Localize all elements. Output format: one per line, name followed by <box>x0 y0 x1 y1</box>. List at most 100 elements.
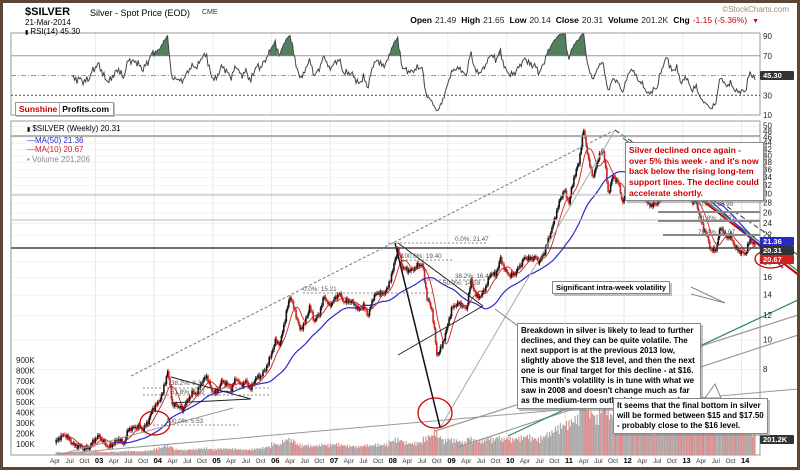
svg-text:201.2K: 201.2K <box>763 435 788 444</box>
quote-label: High <box>461 15 481 25</box>
svg-text:Jul: Jul <box>712 458 721 465</box>
quote-label: Open <box>410 15 432 25</box>
quote-value: 21.65 <box>483 15 505 25</box>
svg-text:Oct: Oct <box>197 458 207 465</box>
svg-text:70: 70 <box>763 52 772 61</box>
svg-text:Jul: Jul <box>594 458 603 465</box>
svg-text:500K: 500K <box>16 398 35 407</box>
logo-right: Profits.com <box>62 104 110 114</box>
svg-text:14: 14 <box>741 456 750 465</box>
legend-title-line: ▮ $SILVER (Weekly) 20.31 <box>27 124 121 136</box>
svg-text:11: 11 <box>565 456 573 465</box>
svg-text:50.0%: 14.59: 50.0%: 14.59 <box>443 280 481 287</box>
svg-text:Oct: Oct <box>549 458 559 465</box>
quote-label: Volume <box>608 15 639 25</box>
svg-text:38.2%: 8.31: 38.2%: 8.31 <box>171 380 205 387</box>
rsi-pane: 9070503010 <box>10 32 772 120</box>
svg-text:06: 06 <box>271 456 279 465</box>
svg-text:100K: 100K <box>16 440 35 449</box>
quote-value: 201.2K <box>641 15 669 25</box>
quote-line: Open 21.49 High 21.65 Low 20.14 Close 20.31 Volu… <box>410 15 759 25</box>
svg-text:Oct: Oct <box>608 458 618 465</box>
svg-text:44: 44 <box>763 139 772 148</box>
svg-text:36: 36 <box>763 165 772 174</box>
svg-text:Apr: Apr <box>109 458 120 465</box>
svg-text:Jul: Jul <box>242 458 251 465</box>
svg-text:Apr: Apr <box>167 458 178 465</box>
annotation-volatility-box: Significant intra-week volatility <box>552 281 671 295</box>
svg-text:12: 12 <box>624 456 632 465</box>
svg-text:Jul: Jul <box>477 458 486 465</box>
svg-text:50: 50 <box>763 122 772 131</box>
svg-text:42: 42 <box>763 145 772 154</box>
copyright-label: ©StockCharts.com <box>722 5 789 14</box>
legend-ma10: MA(10) 20.67 <box>35 145 84 154</box>
svg-text:Oct: Oct <box>491 458 501 465</box>
candlestick-icon: ▮ <box>27 127 31 133</box>
svg-text:Jul: Jul <box>535 458 544 465</box>
exchange-label: CME <box>202 9 218 16</box>
indicator-icon: ▮ <box>25 30 29 36</box>
svg-text:38.2%: 16.45: 38.2%: 16.45 <box>455 273 493 280</box>
ma10-swatch-icon: — <box>27 145 35 154</box>
legend-volume: Volume 201,206 <box>32 154 90 164</box>
svg-text:48: 48 <box>763 127 772 136</box>
svg-text:03: 03 <box>95 456 103 465</box>
svg-text:700K: 700K <box>16 377 35 386</box>
svg-text:07: 07 <box>330 456 338 465</box>
change-down-icon: ▼ <box>752 18 759 25</box>
svg-text:10: 10 <box>763 111 772 120</box>
svg-text:Jul: Jul <box>301 458 310 465</box>
svg-text:32: 32 <box>763 181 772 190</box>
svg-text:34: 34 <box>763 173 772 182</box>
svg-text:Apr: Apr <box>402 458 413 465</box>
svg-text:Jul: Jul <box>66 458 75 465</box>
quote-label: Chg <box>673 15 690 25</box>
svg-text:0.0%: 15.21: 0.0%: 15.21 <box>303 286 337 293</box>
svg-text:38: 38 <box>763 158 772 167</box>
svg-text:90: 90 <box>763 32 772 41</box>
svg-text:Jul: Jul <box>653 458 662 465</box>
svg-text:800K: 800K <box>16 367 35 376</box>
svg-text:09: 09 <box>447 456 455 465</box>
axis-labels: 5048464442403836343230282624221816141210… <box>16 122 772 465</box>
volume-swatch-icon: ▪ <box>27 154 30 164</box>
svg-text:24: 24 <box>763 219 772 228</box>
volume-bars <box>55 386 756 455</box>
svg-text:04: 04 <box>154 456 163 465</box>
svg-text:76.4%: 24.07: 76.4%: 24.07 <box>698 229 736 236</box>
main-legend: ▮ $SILVER (Weekly) 20.31 —MA(50) 21.36 —M… <box>27 124 121 164</box>
svg-text:10: 10 <box>763 335 772 344</box>
svg-text:600K: 600K <box>16 388 35 397</box>
svg-text:Apr: Apr <box>696 458 707 465</box>
quote-value: 20.14 <box>529 15 551 25</box>
svg-text:28: 28 <box>763 199 772 208</box>
symbol-label: $SILVER <box>25 6 71 18</box>
svg-text:22: 22 <box>763 231 772 240</box>
svg-text:30: 30 <box>763 91 772 100</box>
svg-text:8: 8 <box>763 365 768 374</box>
quote-label: Low <box>509 15 527 25</box>
svg-text:Apr: Apr <box>226 458 237 465</box>
annotation-bottom-box: It seems that the final bottom in silver… <box>613 398 768 434</box>
legend-ma10-line: —MA(10) 20.67 <box>27 145 121 155</box>
svg-text:10: 10 <box>506 456 514 465</box>
svg-text:Oct: Oct <box>79 458 89 465</box>
svg-text:05: 05 <box>212 456 220 465</box>
svg-text:100.0%: 5.53: 100.0%: 5.53 <box>166 418 204 425</box>
sunshine-profits-logo: Sunshine Profits.com <box>15 102 115 116</box>
svg-text:20.31: 20.31 <box>763 246 782 255</box>
svg-text:46: 46 <box>763 133 772 142</box>
svg-text:26: 26 <box>763 209 772 218</box>
svg-text:13: 13 <box>682 456 690 465</box>
svg-text:14: 14 <box>763 291 772 300</box>
quote-label: Close <box>555 15 579 25</box>
legend-ma50: MA(50) 21.36 <box>35 135 84 145</box>
svg-text:Jul: Jul <box>124 458 133 465</box>
annotation-breakdown-box: Breakdown in silver is likely to lead to… <box>517 323 701 409</box>
svg-text:Oct: Oct <box>725 458 735 465</box>
svg-text:Oct: Oct <box>432 458 442 465</box>
rsi-legend: ▮ RSI(14) 45.30 <box>25 27 80 36</box>
